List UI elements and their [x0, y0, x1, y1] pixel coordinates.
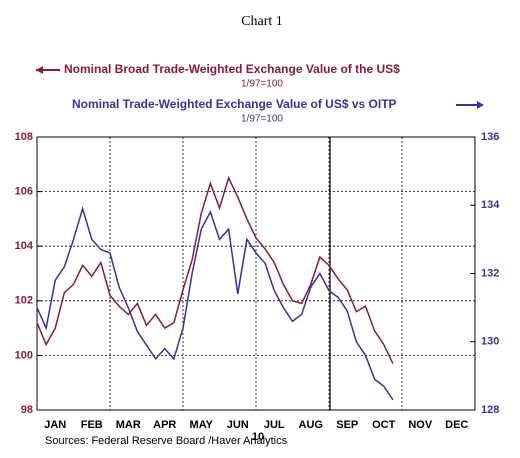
y2-tick-label: 132	[481, 267, 499, 279]
y2-tick-label: 128	[481, 404, 499, 416]
year-label: 10	[252, 431, 264, 443]
y-tick-label: 102	[15, 295, 33, 307]
legend-label: Nominal Trade-Weighted Exchange Value of…	[72, 97, 397, 111]
legend-note: 1/97=100	[241, 79, 283, 90]
x-tick-label: JUN	[227, 419, 249, 431]
x-tick-label: APR	[153, 419, 176, 431]
y-tick-label: 108	[15, 131, 33, 143]
x-tick-label: AUG	[299, 419, 323, 431]
x-tick-label: OCT	[372, 419, 396, 431]
y-tick-label: 100	[15, 349, 33, 361]
x-tick-label: MAR	[116, 419, 141, 431]
x-tick-label: MAY	[190, 419, 214, 431]
x-tick-label: JAN	[44, 419, 66, 431]
x-tick-label: SEP	[336, 419, 358, 431]
chart-title: Chart 1	[241, 14, 283, 29]
data-line	[36, 175, 394, 364]
x-tick-label: DEC	[445, 419, 468, 431]
y2-tick-label: 130	[481, 336, 499, 348]
plot-frame	[36, 136, 476, 411]
legend-arrowhead	[477, 101, 484, 109]
x-tick-label: JUL	[264, 419, 285, 431]
x-tick-label: NOV	[408, 419, 433, 431]
data-line	[36, 206, 394, 401]
legend-label: Nominal Broad Trade-Weighted Exchange Va…	[64, 62, 400, 76]
y-tick-label: 104	[15, 240, 34, 252]
y-tick-label: 106	[15, 186, 33, 198]
source: Sources: Federal Reserve Board /Haver An…	[45, 435, 288, 447]
x-tick-label: FEB	[81, 419, 103, 431]
y2-tick-label: 134	[481, 199, 500, 211]
y2-tick-label: 136	[481, 131, 499, 143]
legend-arrowhead	[36, 66, 43, 74]
legend-note: 1/97=100	[241, 114, 283, 125]
y-tick-label: 98	[21, 404, 33, 416]
